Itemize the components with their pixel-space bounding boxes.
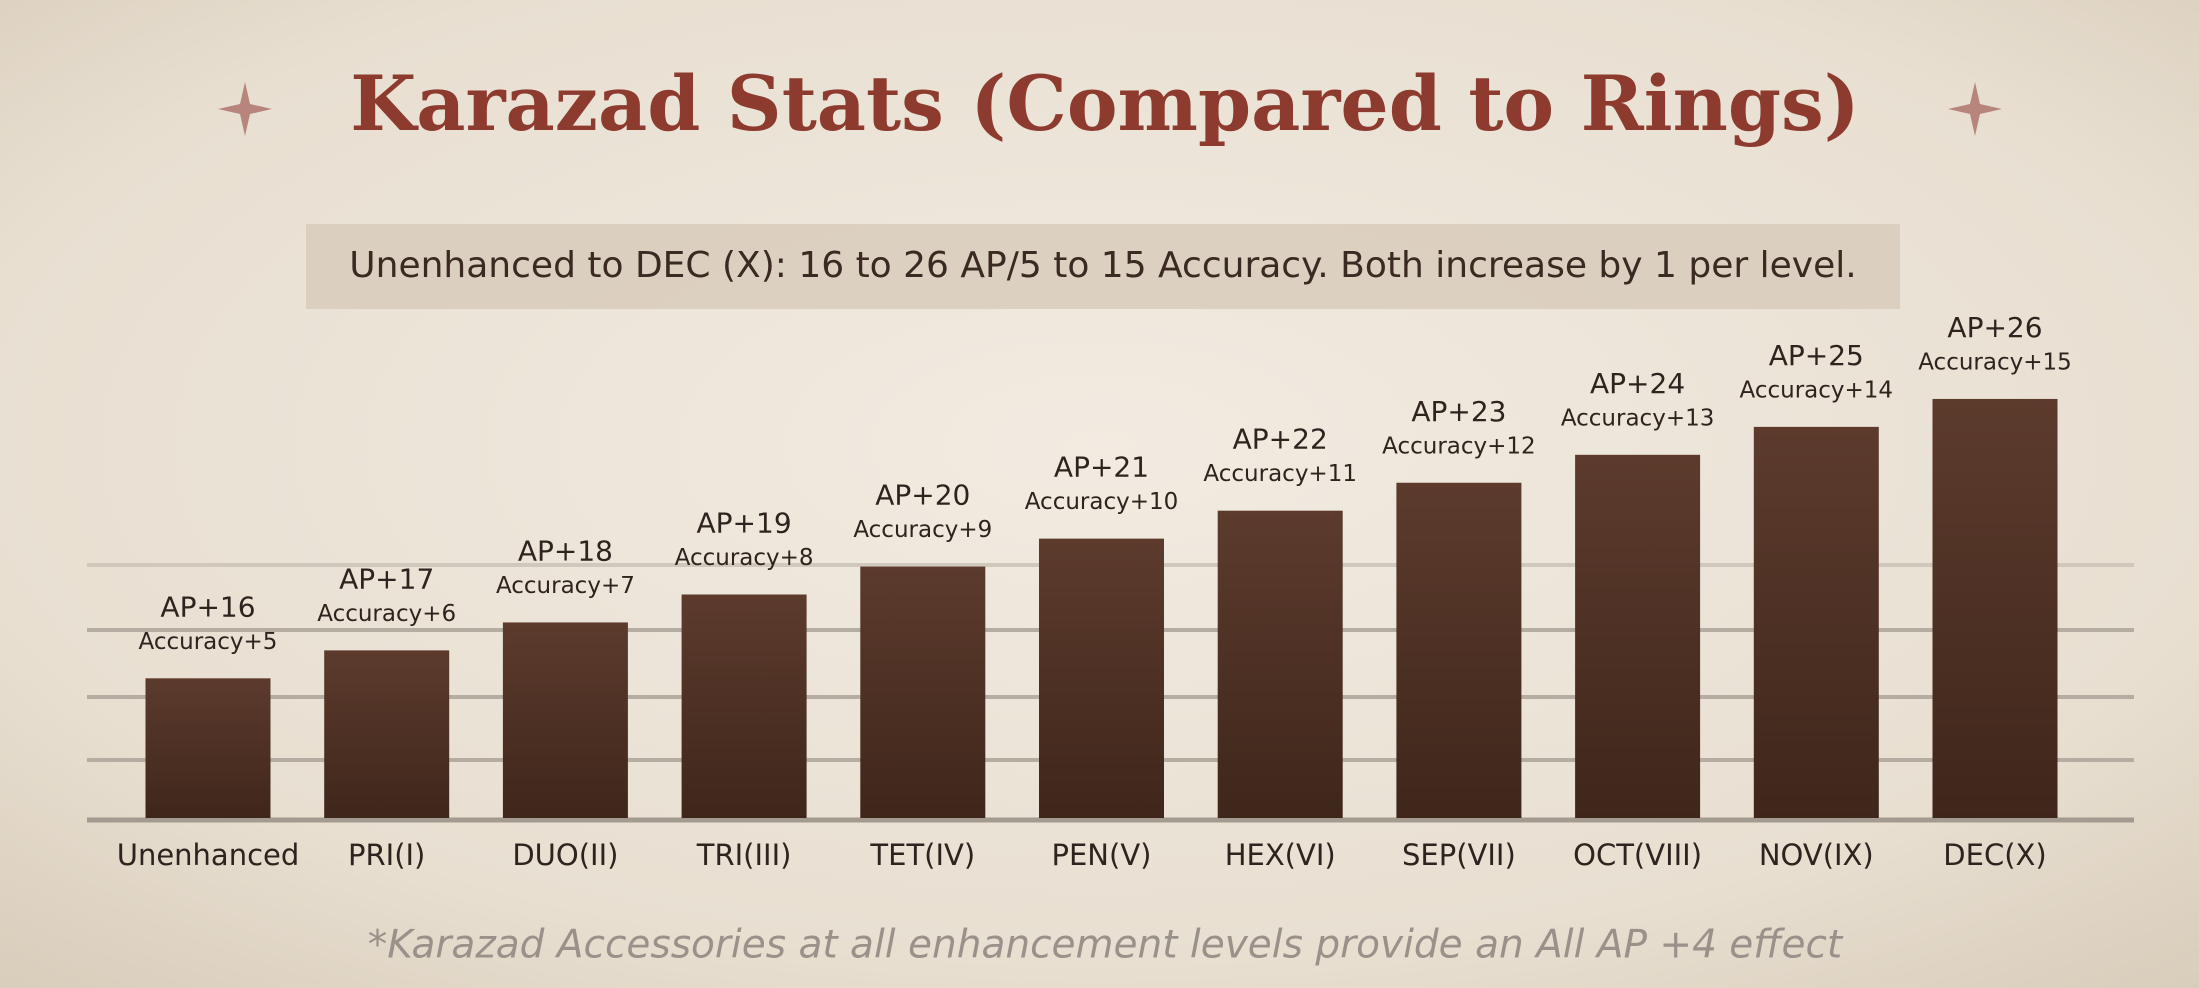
x-tick-label: DUO(II) (512, 838, 618, 872)
value-label: AP+17 (339, 562, 434, 595)
accuracy-label: Accuracy+12 (1382, 433, 1536, 459)
accuracy-label: Accuracy+5 (139, 629, 278, 655)
accuracy-label: Accuracy+10 (1025, 489, 1179, 515)
accuracy-label: Accuracy+14 (1740, 377, 1894, 403)
bar (1575, 454, 1701, 818)
value-label: AP+21 (1054, 451, 1149, 484)
bar (860, 566, 986, 818)
bar (1753, 426, 1879, 818)
value-label: AP+25 (1769, 339, 1864, 372)
x-tick-label: PRI(I) (348, 838, 425, 872)
value-label: AP+18 (518, 534, 613, 567)
bar (1396, 482, 1522, 818)
value-label: AP+26 (1947, 311, 2042, 344)
accuracy-label: Accuracy+6 (317, 601, 456, 627)
subtitle: Unenhanced to DEC (X): 16 to 26 AP/5 to … (349, 245, 1856, 286)
value-label: AP+19 (697, 507, 792, 540)
accuracy-label: Accuracy+8 (675, 545, 814, 571)
bar (1217, 510, 1343, 818)
bar (324, 650, 450, 818)
x-tick-label: TRI(III) (696, 838, 792, 872)
bar (145, 678, 271, 818)
bar (1932, 398, 2058, 818)
x-tick-label: DEC(X) (1943, 838, 2046, 872)
accuracy-label: Accuracy+13 (1561, 405, 1715, 431)
bar (681, 594, 807, 818)
chart-title: Karazad Stats (Compared to Rings) (350, 59, 1860, 148)
x-tick-label: PEN(V) (1052, 838, 1152, 872)
x-tick-label: NOV(IX) (1759, 838, 1874, 872)
x-tick-label: SEP(VII) (1402, 838, 1516, 872)
bar (502, 622, 628, 818)
value-label: AP+22 (1233, 423, 1328, 456)
footnote: *Karazad Accessories at all enhancement … (368, 923, 1844, 968)
accuracy-label: Accuracy+15 (1918, 349, 2072, 375)
x-tick-label: HEX(VI) (1225, 838, 1336, 872)
subtitle-box (306, 224, 1900, 309)
value-label: AP+24 (1590, 367, 1685, 400)
accuracy-label: Accuracy+9 (853, 517, 992, 543)
x-tick-label: Unenhanced (117, 838, 300, 872)
x-tick-label: TET(IV) (869, 838, 975, 872)
value-label: AP+23 (1411, 395, 1506, 428)
bar (1039, 538, 1164, 818)
decor-stars (218, 82, 2002, 136)
value-label: AP+16 (160, 590, 255, 623)
value-label: AP+20 (875, 479, 970, 512)
accuracy-label: Accuracy+11 (1203, 461, 1357, 487)
x-tick-label: OCT(VIII) (1573, 838, 1702, 872)
accuracy-label: Accuracy+7 (496, 573, 635, 599)
